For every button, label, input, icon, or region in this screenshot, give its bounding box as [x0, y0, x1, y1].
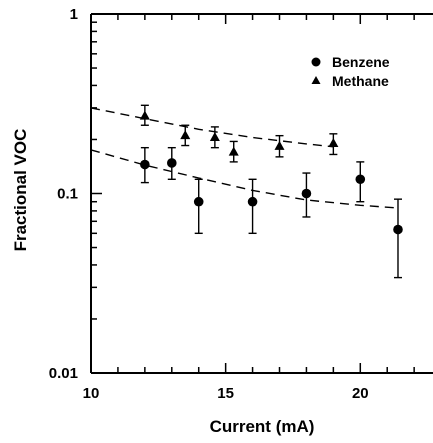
data-point-benzene	[355, 174, 366, 185]
data-point-benzene	[193, 196, 204, 207]
x-tick-label: 10	[83, 385, 100, 402]
y-tick-label: 0.1	[57, 186, 78, 203]
data-point-benzene	[140, 159, 150, 170]
data-point-methane	[274, 140, 285, 150]
x-tick-label: 15	[217, 385, 234, 402]
legend-marker-benzene	[311, 57, 321, 67]
data-point-benzene	[247, 196, 258, 207]
y-tick-label: 0.01	[49, 365, 78, 382]
tick-labels: 10 15 20 0.01 0.1 1	[49, 6, 369, 402]
legend-marker-methane	[311, 76, 321, 84]
fit-line-benzene	[90, 149, 399, 209]
data-point-benzene	[301, 188, 312, 199]
fit-lines	[90, 107, 399, 209]
data-point-methane	[139, 110, 150, 120]
data-point-benzene	[393, 224, 403, 235]
data-point-methane	[228, 146, 239, 156]
data-point-methane	[328, 137, 339, 147]
error-bars	[140, 104, 402, 279]
data-point-benzene	[166, 158, 177, 168]
data-point-methane	[209, 132, 220, 142]
y-tick-label: 1	[70, 6, 78, 23]
legend-label-methane: Methane	[332, 73, 389, 89]
x-tick-label: 20	[352, 385, 369, 402]
y-axis-label: Fractional VOC	[11, 129, 30, 252]
x-axis-label: Current (mA)	[210, 417, 315, 436]
data-point-methane	[180, 130, 191, 140]
fit-line-methane	[90, 107, 334, 148]
legend: Benzene Methane	[311, 54, 390, 89]
data-markers	[139, 110, 403, 235]
legend-label-benzene: Benzene	[332, 54, 390, 70]
plot-axes	[90, 13, 433, 374]
